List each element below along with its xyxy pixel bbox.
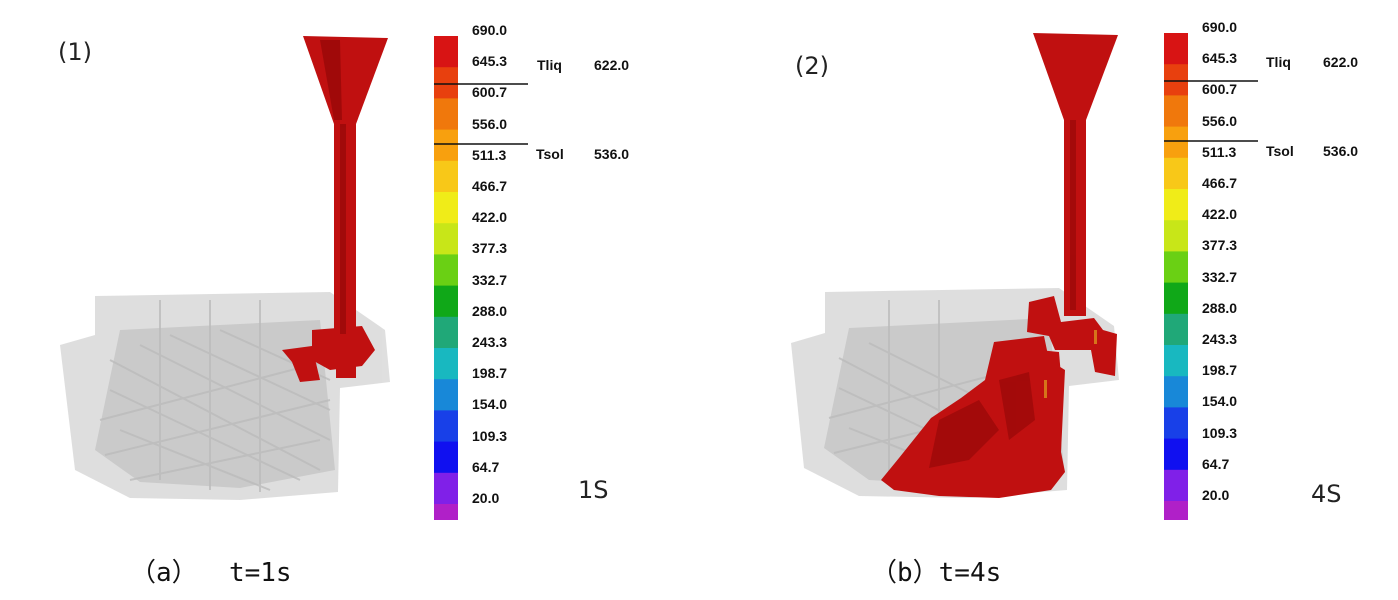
scale-tick-label: 109.3 <box>1202 424 1238 441</box>
scale-tick-label: 511.3 <box>1202 143 1237 160</box>
scale-tick-label: 20.0 <box>1202 487 1230 503</box>
scale-tick-label: 422.0 <box>472 209 508 226</box>
color-band <box>1164 407 1188 440</box>
color-band <box>1164 64 1188 96</box>
color-band <box>1164 469 1188 502</box>
color-band <box>434 472 458 505</box>
color-scale-bands <box>434 36 458 520</box>
color-band <box>1164 501 1188 520</box>
scale-tick-label: 154.0 <box>1202 393 1238 410</box>
scale-tick-label: 645.3 <box>1202 50 1238 67</box>
color-band <box>434 504 458 520</box>
scale-tick-label: 198.7 <box>472 365 508 382</box>
scale-tick-label: 154.0 <box>472 396 508 413</box>
color-scale-bands <box>1164 33 1188 520</box>
time-stamp: 4S <box>1311 480 1342 508</box>
tsol-label: Tsol <box>536 146 564 162</box>
scale-tick-label: 64.7 <box>472 458 500 475</box>
scale-tick-label: 109.3 <box>472 427 508 444</box>
scale-tick-label: 198.7 <box>1202 362 1238 379</box>
color-band <box>1164 157 1188 190</box>
scale-tick-label: 377.3 <box>1202 237 1238 254</box>
casting-mold <box>60 292 390 500</box>
panel-a: (1) <box>58 22 630 588</box>
scale-tick-label: 556.0 <box>1202 112 1238 129</box>
color-band <box>1164 189 1188 221</box>
scale-tick-label: 690.0 <box>472 22 508 38</box>
color-band <box>434 192 458 224</box>
panel-index: (1) <box>58 38 92 66</box>
color-band <box>1164 345 1188 377</box>
scale-tick-label: 243.3 <box>1202 331 1238 347</box>
color-band <box>434 441 458 474</box>
color-band <box>1164 438 1188 471</box>
scale-tick-label: 466.7 <box>1202 175 1238 191</box>
tliq-value: 622.0 <box>594 57 630 73</box>
panel-index: (2) <box>795 52 829 80</box>
color-band <box>1164 126 1188 159</box>
color-band <box>434 410 458 443</box>
scale-tick-label: 288.0 <box>1202 299 1238 316</box>
scale-tick-label: 422.0 <box>1202 206 1238 223</box>
scale-tick-label: 690.0 <box>1202 19 1238 35</box>
color-band <box>1164 95 1188 128</box>
scale-tick-label: 64.7 <box>1202 455 1230 472</box>
scale-tick-label: 600.7 <box>472 84 508 101</box>
color-band <box>434 36 458 68</box>
tliq-value: 622.0 <box>1323 54 1359 70</box>
color-band <box>434 348 458 380</box>
color-band <box>1164 376 1188 408</box>
color-band <box>434 254 458 287</box>
time-stamp: 1S <box>578 476 609 504</box>
temperature-color-scale <box>434 36 528 520</box>
color-band <box>434 379 458 411</box>
panel-caption: （a） t=1s <box>130 558 292 588</box>
scale-tick-label: 645.3 <box>472 53 508 70</box>
scale-tick-label: 600.7 <box>1202 81 1238 98</box>
color-band <box>434 129 458 162</box>
tliq-label: Tliq <box>1266 54 1291 70</box>
color-band <box>434 285 458 318</box>
panel-caption: （b）t=4s <box>871 558 1002 588</box>
scale-tick-label: 288.0 <box>472 302 508 319</box>
scale-tick-label: 243.3 <box>472 334 508 350</box>
scale-tick-label: 332.7 <box>472 271 508 288</box>
casting-simulation-scene <box>791 33 1119 498</box>
color-band <box>1164 313 1188 346</box>
tsol-value: 536.0 <box>594 146 630 162</box>
scale-tick-label: 20.0 <box>472 490 500 506</box>
tliq-label: Tliq <box>537 57 562 73</box>
color-band <box>434 223 458 255</box>
scale-tick-label: 377.3 <box>472 240 508 257</box>
panel-b: (2) <box>699 0 1398 600</box>
color-band <box>434 316 458 349</box>
tsol-label: Tsol <box>1266 143 1294 159</box>
temperature-color-scale <box>1164 33 1258 520</box>
color-band <box>434 98 458 131</box>
scale-tick-label: 332.7 <box>1202 268 1238 285</box>
tsol-value: 536.0 <box>1323 143 1359 159</box>
color-band <box>1164 220 1188 252</box>
color-band <box>1164 251 1188 284</box>
casting-simulation-scene <box>60 36 390 500</box>
color-band <box>1164 33 1188 65</box>
color-band <box>1164 282 1188 315</box>
color-band <box>434 67 458 99</box>
scale-tick-label: 511.3 <box>472 146 507 163</box>
scale-tick-label: 466.7 <box>472 178 508 194</box>
scale-tick-label: 556.0 <box>472 115 508 132</box>
color-band <box>434 160 458 193</box>
